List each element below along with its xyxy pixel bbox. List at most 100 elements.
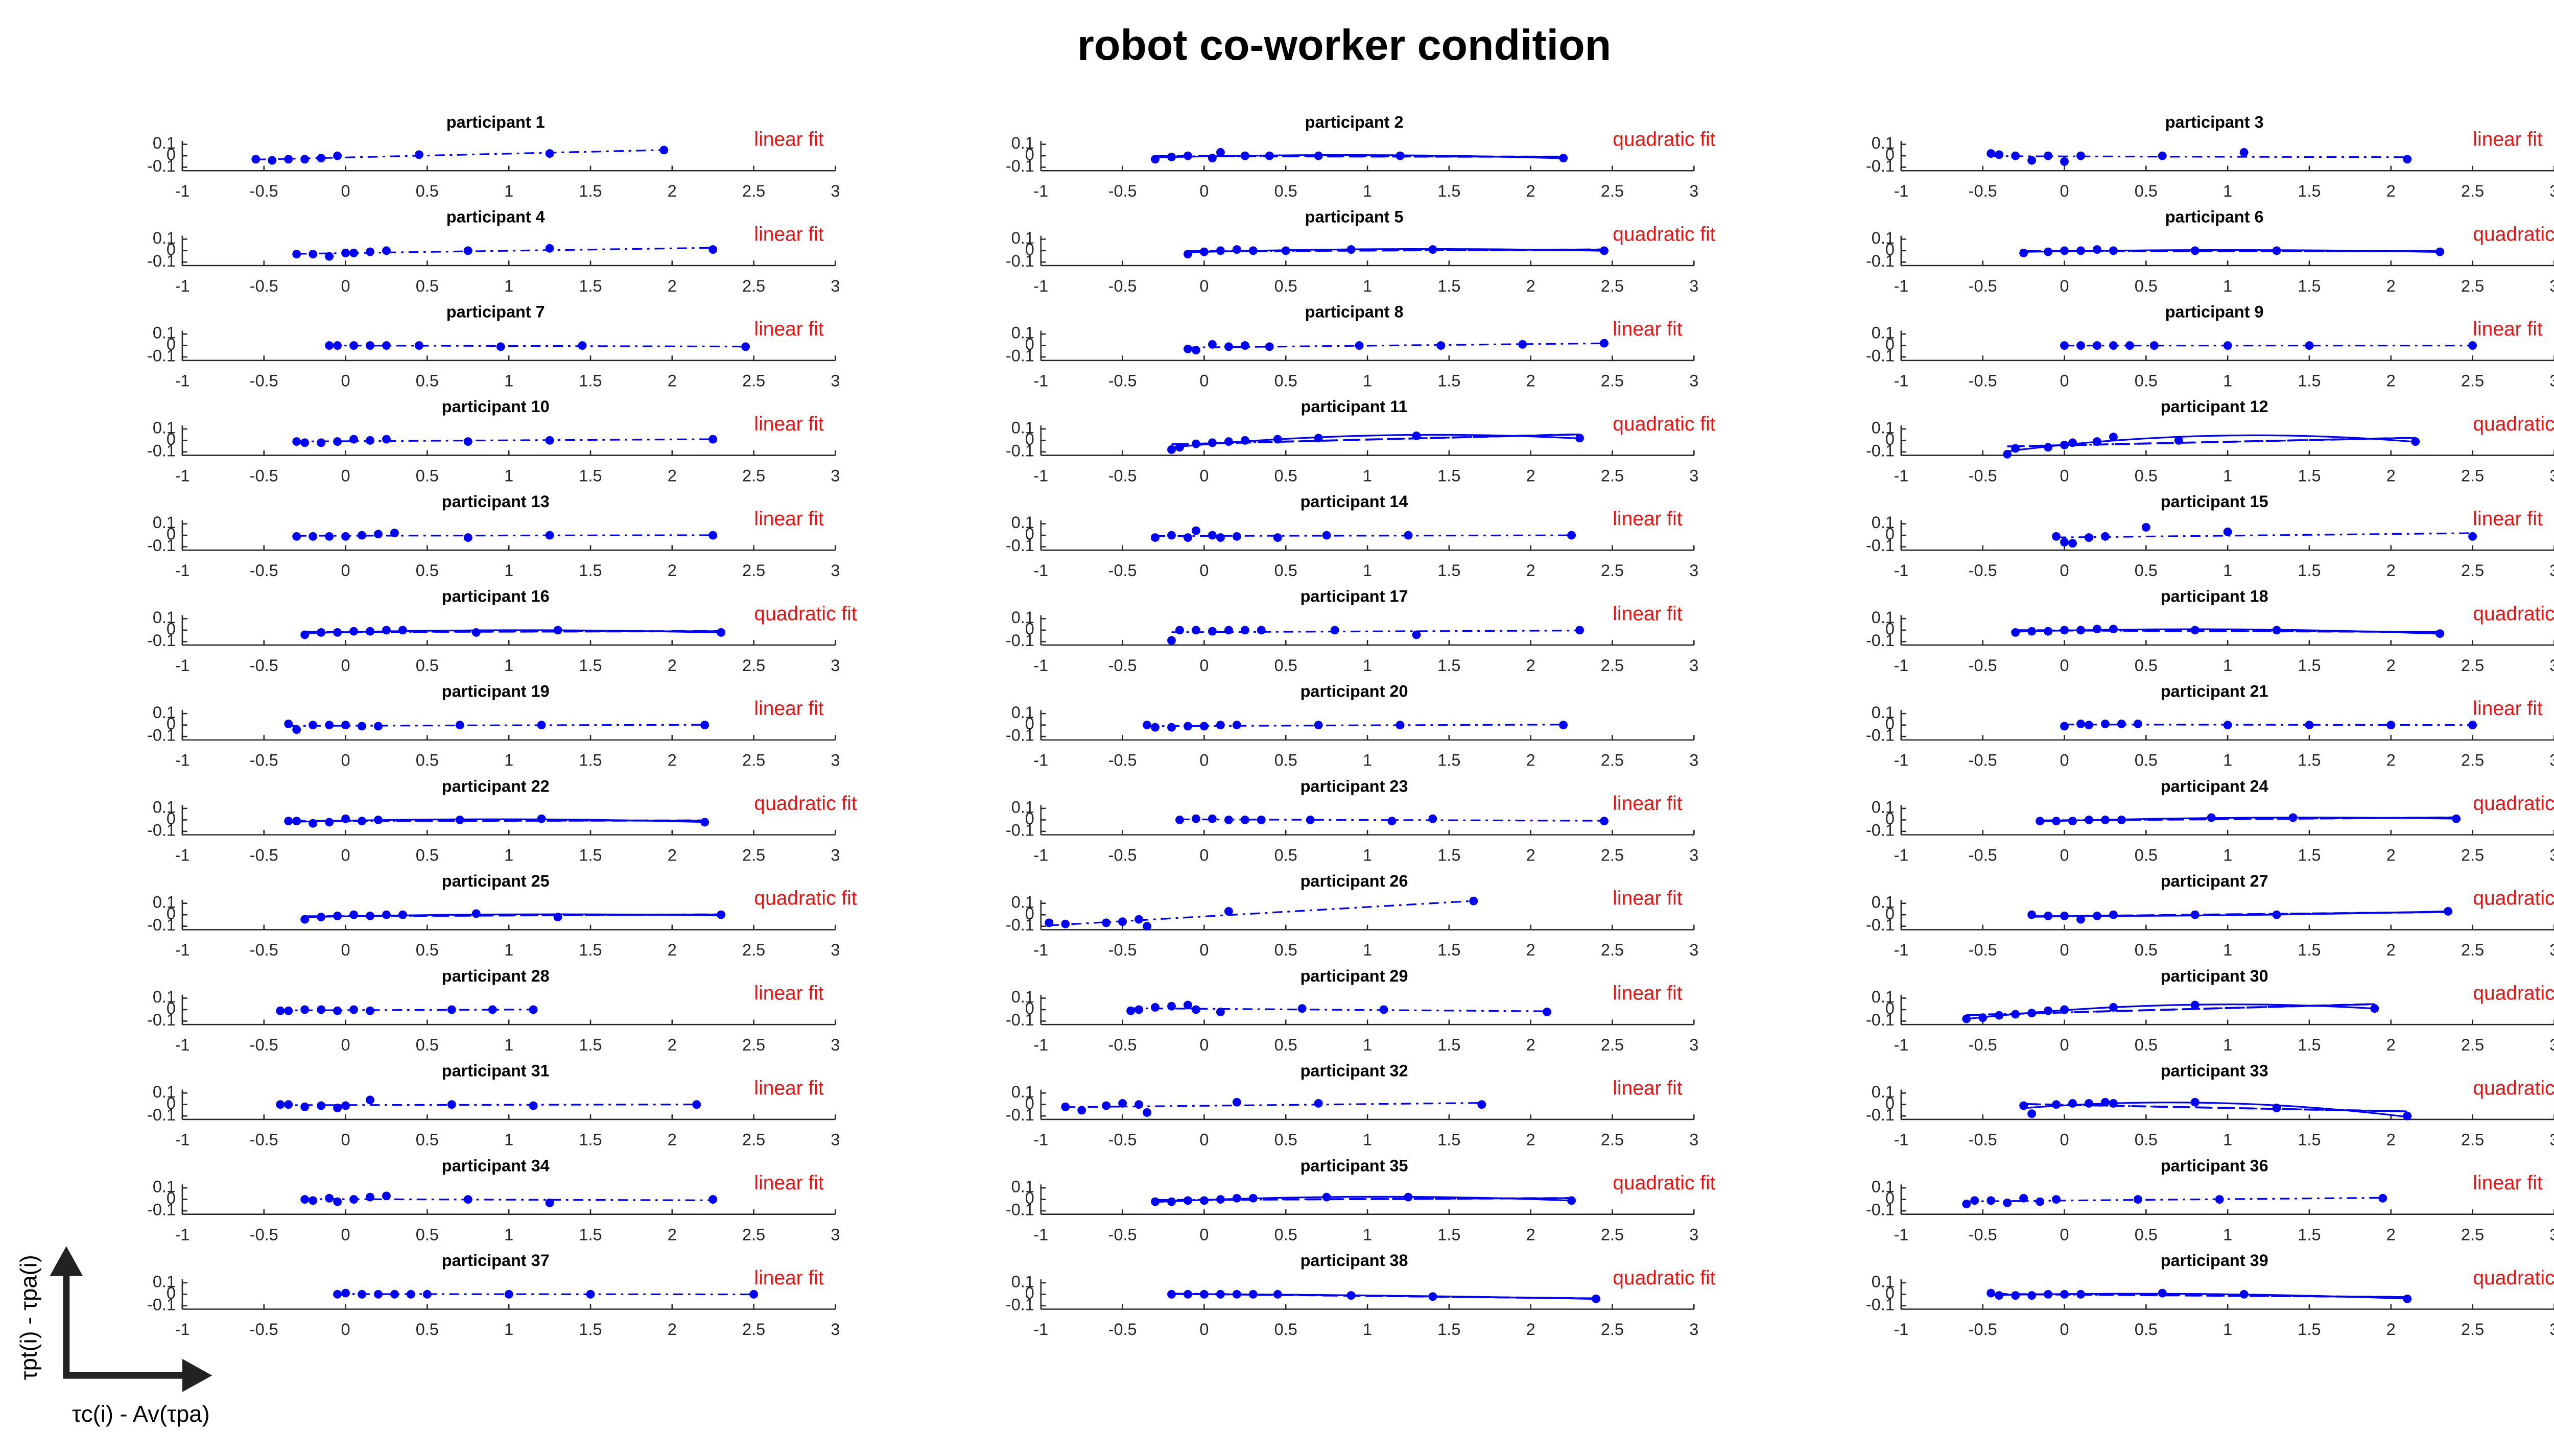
x-tick-label: 1.5 [579, 1320, 602, 1339]
fit-label: quadratic fit [1613, 1267, 1715, 1289]
x-tick-label: 3 [831, 1225, 840, 1244]
data-point [1184, 1196, 1192, 1205]
x-tick-label: 2 [1526, 372, 1535, 390]
data-point [2044, 443, 2052, 452]
x-tick-label: 3 [2549, 941, 2554, 959]
x-tick-label: 2 [1526, 941, 1535, 959]
fit-label: linear fit [1613, 1077, 1682, 1099]
data-point [1151, 533, 1160, 542]
data-point [1167, 531, 1176, 540]
subplot-title: participant 14 [1300, 492, 1408, 511]
fit-label: linear fit [754, 508, 823, 530]
data-point [325, 252, 334, 261]
x-tick-label: -1 [1033, 372, 1048, 390]
x-tick-label: -0.5 [250, 846, 278, 864]
x-tick-label: 3 [2549, 656, 2554, 675]
data-point [1987, 1196, 1996, 1205]
y-tick-label: 0 [1885, 430, 1895, 448]
y-tick-label: 0 [1025, 1094, 1034, 1112]
data-point [292, 725, 301, 734]
data-point [2190, 910, 2200, 919]
data-point [2060, 157, 2069, 166]
x-tick-label: -0.5 [1969, 182, 1997, 200]
data-point [276, 1100, 285, 1109]
x-tick-label: -1 [1033, 182, 1048, 200]
fit-label: linear fit [2473, 1172, 2542, 1194]
fit-label: quadratic fit [1613, 1172, 1715, 1194]
data-point [2060, 246, 2069, 255]
x-tick-label: 3 [1689, 277, 1698, 295]
x-tick-label: 2 [668, 466, 677, 485]
x-tick-label: -0.5 [1108, 1225, 1137, 1244]
y-tick-label: 0.1 [1872, 798, 1895, 817]
x-tick-label: 2 [668, 751, 677, 770]
x-tick-label: -0.5 [1108, 846, 1137, 864]
x-tick-label: 1.5 [579, 1225, 602, 1244]
y-tick-label: -0.1 [147, 726, 176, 745]
data-point [1404, 531, 1413, 540]
data-point [471, 628, 481, 637]
x-tick-label: -1 [1894, 372, 1908, 390]
x-tick-label: 3 [831, 561, 840, 580]
data-point [586, 1290, 595, 1299]
data-point [1192, 1005, 1200, 1014]
y-tick-label: 0.1 [1011, 1272, 1034, 1291]
x-tick-label: 3 [2549, 751, 2554, 770]
x-tick-label: 1 [504, 1036, 513, 1054]
x-tick-label: 2 [1526, 466, 1535, 485]
subplot-title: participant 3 [2165, 113, 2264, 131]
x-tick-label: 0 [1199, 751, 1209, 770]
x-tick-label: 2.5 [2461, 751, 2484, 770]
x-tick-label: -1 [1033, 1320, 1048, 1339]
data-point [1167, 1001, 1176, 1011]
fit-label: linear fit [754, 1077, 823, 1099]
x-tick-label: -1 [1894, 751, 1908, 770]
data-point [1428, 814, 1437, 823]
fit-label: linear fit [2473, 318, 2542, 340]
data-point [504, 1290, 513, 1299]
data-point [2272, 910, 2281, 919]
x-tick-label: 1 [1363, 751, 1372, 770]
data-point [1143, 721, 1151, 730]
y-tick-label: 0.1 [153, 229, 176, 247]
x-tick-label: 1 [2223, 751, 2232, 770]
x-tick-label: -1 [1033, 1036, 1048, 1054]
x-tick-label: 0 [1199, 372, 1209, 390]
data-point [2305, 721, 2314, 730]
x-tick-label: 2.5 [2461, 1131, 2484, 1149]
x-tick-label: 2 [2386, 941, 2396, 959]
linear-fit-extended [2023, 1103, 2407, 1113]
fit-label: linear fit [754, 223, 823, 245]
x-tick-label: 2.5 [2461, 846, 2484, 864]
data-point [333, 437, 342, 446]
data-point [1962, 1200, 1971, 1208]
data-point [2100, 1097, 2110, 1107]
x-tick-label: -0.5 [250, 372, 278, 390]
data-point [2141, 522, 2150, 532]
x-tick-label: 2.5 [1601, 1131, 1624, 1149]
fit-label: quadratic fit [1613, 129, 1715, 151]
data-point [341, 1101, 350, 1110]
x-tick-label: 1.5 [2298, 751, 2321, 770]
y-tick-label: -0.1 [1866, 821, 1895, 839]
y-tick-label: 0.1 [1872, 988, 1895, 1006]
data-point [700, 721, 710, 730]
fit-label: linear fit [754, 129, 823, 151]
x-tick-label: 3 [2549, 1131, 2554, 1149]
data-point [2027, 1291, 2037, 1300]
x-tick-label: 0.5 [2135, 1131, 2158, 1149]
x-tick-label: 2 [1526, 277, 1535, 295]
data-point [1346, 245, 1356, 254]
y-tick-label: -0.1 [1866, 1011, 1895, 1029]
subplot-title: participant 31 [442, 1062, 550, 1080]
linear-fit [2056, 532, 2473, 538]
data-point [2076, 719, 2085, 728]
data-point [1265, 151, 1274, 160]
data-point [1995, 1011, 2004, 1020]
fit-label: quadratic fit [754, 888, 857, 910]
